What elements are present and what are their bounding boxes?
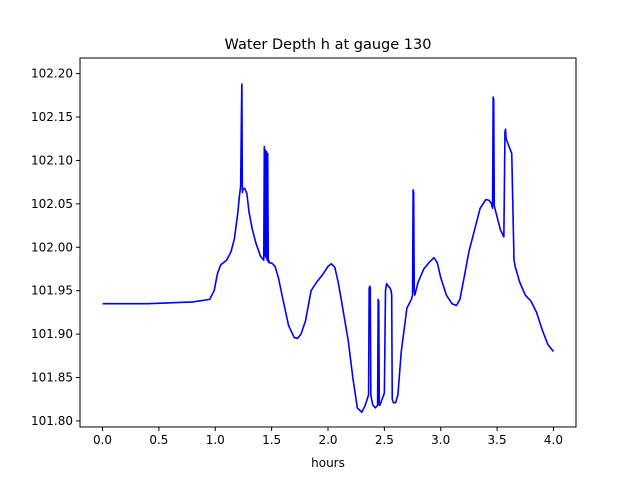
x-tick-label: 2.5 [375, 433, 394, 447]
y-tick-label: 101.85 [31, 371, 73, 385]
series-layer [102, 83, 555, 414]
y-tick-label: 102.20 [31, 67, 73, 81]
y-tick-label: 102.15 [31, 110, 73, 124]
chart-title: Water Depth h at gauge 130 [225, 37, 432, 53]
x-tick-label: 3.0 [431, 433, 450, 447]
y-axis: 101.80 101.85 101.90 101.95 102.00 102.05 102.… [31, 67, 80, 428]
x-tick-label: 0.0 [93, 433, 112, 447]
x-tick-label: 4.0 [544, 433, 563, 447]
x-tick-label: 3.5 [488, 433, 507, 447]
y-tick-label: 101.95 [31, 284, 73, 298]
y-tick-label: 101.80 [31, 414, 73, 428]
x-tick-label: 1.0 [206, 433, 225, 447]
x-tick-label: 0.5 [149, 433, 168, 447]
y-tick-label: 102.00 [31, 240, 73, 254]
x-tick-label: 2.0 [318, 433, 337, 447]
y-tick-label: 102.10 [31, 153, 73, 167]
series-line-0 [102, 83, 555, 414]
y-tick-label: 102.05 [31, 197, 73, 211]
y-tick-label: 101.90 [31, 327, 73, 341]
x-tick-label: 1.5 [262, 433, 281, 447]
x-axis-label: hours [311, 456, 345, 470]
x-axis: 0.0 0.5 1.0 1.5 2.0 2.5 3.0 3.5 4.0 [93, 427, 563, 447]
